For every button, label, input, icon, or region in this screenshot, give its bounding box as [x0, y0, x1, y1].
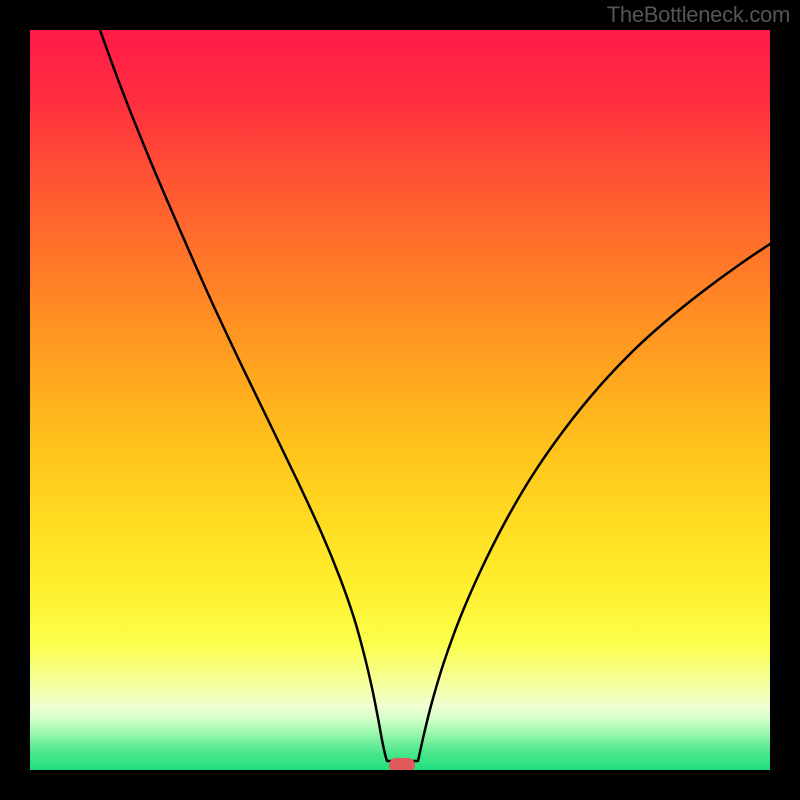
plot-area — [30, 30, 770, 770]
bottleneck-curve — [30, 30, 770, 770]
optimal-marker — [389, 758, 415, 770]
chart-container: TheBottleneck.com — [0, 0, 800, 800]
watermark-text: TheBottleneck.com — [607, 2, 790, 28]
